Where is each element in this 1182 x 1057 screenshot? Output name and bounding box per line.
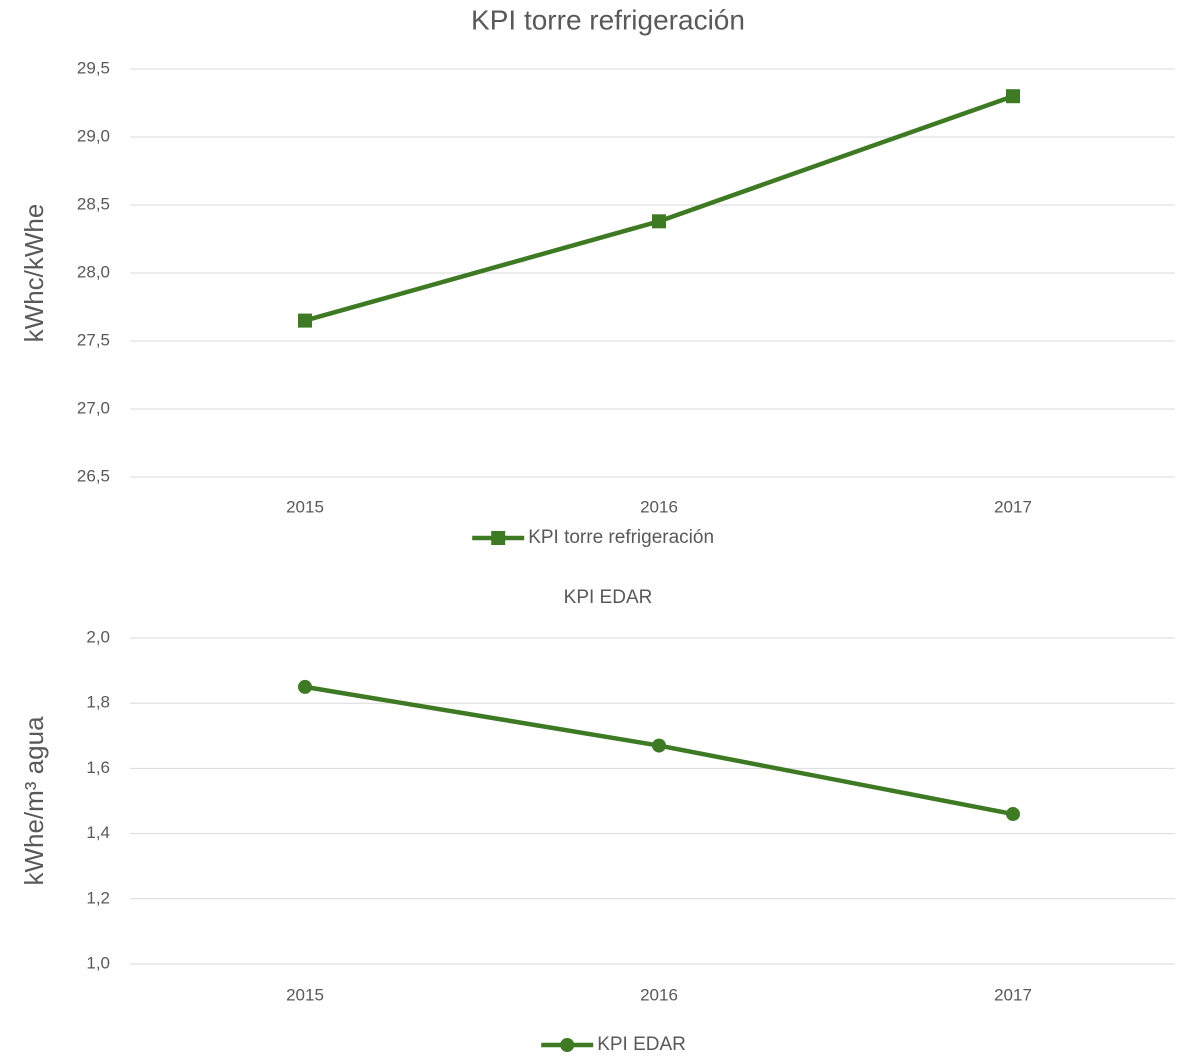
chart-title: KPI torre refrigeración bbox=[471, 4, 745, 35]
marker bbox=[652, 738, 666, 753]
y-tick-label: 1,4 bbox=[86, 823, 110, 842]
x-tick-label: 2016 bbox=[640, 985, 678, 1004]
y-axis-label: kWhe/m³ agua bbox=[19, 716, 49, 886]
marker bbox=[491, 531, 506, 545]
x-tick-label: 2016 bbox=[640, 497, 678, 516]
x-tick-label: 2015 bbox=[286, 497, 324, 516]
y-tick-label: 1,2 bbox=[86, 888, 110, 907]
series-line bbox=[304, 94, 1014, 323]
marker bbox=[1006, 89, 1020, 104]
y-tick-label: 27,0 bbox=[77, 398, 110, 417]
y-tick-label: 28,0 bbox=[77, 262, 110, 281]
y-tick-label: 26,5 bbox=[77, 466, 110, 485]
x-tick-label: 2017 bbox=[994, 497, 1032, 516]
y-tick-label: 1,6 bbox=[86, 758, 110, 777]
chart-title: KPI EDAR bbox=[564, 587, 653, 608]
x-tick-label: 2017 bbox=[994, 985, 1032, 1004]
marker bbox=[560, 1038, 575, 1052]
marker bbox=[1006, 807, 1020, 822]
legend-label: KPI torre refrigeración bbox=[528, 527, 714, 548]
y-tick-label: 29,0 bbox=[77, 126, 110, 145]
y-tick-label: 28,5 bbox=[77, 194, 110, 213]
y-tick-label: 29,5 bbox=[77, 58, 110, 77]
y-tick-label: 1,8 bbox=[86, 693, 110, 712]
legend-label: KPI EDAR bbox=[597, 1034, 686, 1055]
y-tick-label: 27,5 bbox=[77, 330, 110, 349]
y-tick-label: 2,0 bbox=[86, 627, 110, 646]
marker bbox=[298, 313, 312, 328]
x-tick-label: 2015 bbox=[286, 985, 324, 1004]
y-axis-label: kWhc/kWhe bbox=[19, 204, 49, 343]
marker bbox=[652, 214, 666, 229]
y-tick-label: 1,0 bbox=[86, 953, 110, 972]
marker bbox=[298, 679, 312, 694]
